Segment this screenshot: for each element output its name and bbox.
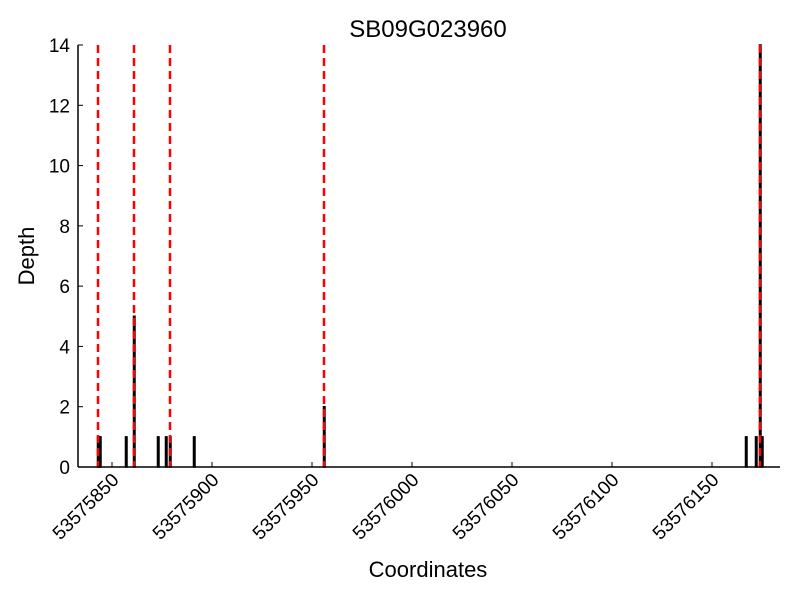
- y-tick-label: 4: [59, 337, 70, 358]
- bar: [754, 436, 758, 468]
- bar: [98, 436, 102, 468]
- y-tick-label: 6: [59, 277, 70, 298]
- x-tick-label: 53576150: [649, 470, 724, 545]
- bar: [744, 436, 748, 468]
- chart-title: SB09G023960: [349, 16, 506, 43]
- bar: [760, 436, 764, 468]
- y-tick-label: 2: [59, 398, 70, 419]
- y-tick-label: 8: [59, 217, 70, 238]
- y-tick-label: 12: [49, 96, 70, 117]
- x-tick-label: 53576050: [449, 470, 524, 545]
- x-axis-label: Coordinates: [369, 557, 488, 582]
- bar: [164, 436, 168, 468]
- y-tick-label: 0: [59, 458, 70, 479]
- x-tick-label: 53576000: [349, 470, 424, 545]
- x-tick-label: 53575850: [49, 470, 124, 545]
- bar: [192, 436, 196, 468]
- y-tick-label: 14: [49, 36, 71, 57]
- bar: [156, 436, 160, 468]
- x-tick-label: 53575900: [149, 470, 224, 545]
- x-tick-label: 53575950: [249, 470, 324, 545]
- y-axis-label: Depth: [14, 227, 39, 286]
- bar: [124, 436, 128, 468]
- x-tick-label: 53576100: [549, 470, 624, 545]
- y-tick-label: 10: [49, 157, 70, 178]
